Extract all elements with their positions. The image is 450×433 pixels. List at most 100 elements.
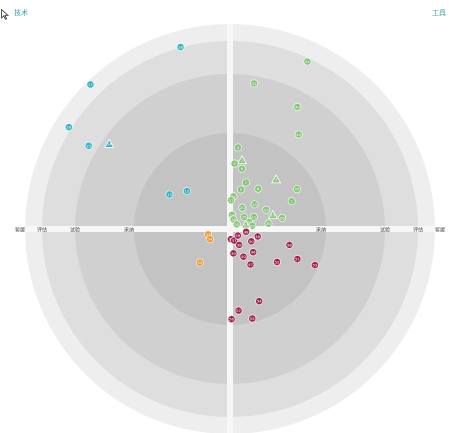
blip-label: 18 <box>178 44 183 49</box>
blip-9[interactable]: 9 <box>237 185 245 194</box>
blip-label: 5 <box>233 161 236 166</box>
blip-44[interactable]: 44 <box>294 130 303 139</box>
blip-54[interactable]: 54 <box>255 297 264 306</box>
blip-5[interactable]: 5 <box>230 159 239 168</box>
blip-43[interactable]: 43 <box>293 103 302 111</box>
blip-circle <box>84 141 93 150</box>
blip-label: 7 <box>245 180 248 185</box>
blip-label: 46 <box>251 250 256 255</box>
blip-11[interactable]: 11 <box>249 213 258 221</box>
blip-8[interactable]: 8 <box>254 184 263 193</box>
blip-label: 38 <box>237 242 242 247</box>
blip-label: 19 <box>264 207 269 212</box>
blip-label: 13 <box>167 192 172 197</box>
blip-16[interactable]: 16 <box>64 123 73 132</box>
blip-18[interactable]: 18 <box>176 43 185 51</box>
blip-56[interactable]: 56 <box>227 315 236 324</box>
blip-30[interactable]: 30 <box>264 219 273 228</box>
blip-label: 41 <box>305 59 310 64</box>
blip-48[interactable]: 48 <box>242 227 251 236</box>
blip-label: 3 <box>275 177 278 182</box>
blip-label: 58 <box>287 242 292 247</box>
blip-label: 21 <box>231 194 236 199</box>
blip-label: 23 <box>270 213 275 218</box>
blip-3[interactable]: 3 <box>271 174 282 184</box>
blip-58[interactable]: 58 <box>285 241 294 249</box>
blip-label: 39 <box>231 251 236 256</box>
blip-15[interactable]: 15 <box>84 141 93 150</box>
blip-45[interactable]: 45 <box>293 185 301 194</box>
blip-1[interactable]: 1 <box>287 197 296 206</box>
blip-25[interactable]: 25 <box>240 213 249 222</box>
blip-label: 11 <box>251 214 256 219</box>
blip-circle <box>293 185 301 194</box>
blip-4[interactable]: 4 <box>234 143 242 152</box>
blip-49[interactable]: 49 <box>253 232 262 241</box>
blip-circle <box>250 200 259 209</box>
blip-circle <box>262 205 271 214</box>
blip-7[interactable]: 7 <box>242 178 250 187</box>
blip-52[interactable]: 52 <box>273 258 281 266</box>
blip-label: 43 <box>295 104 300 109</box>
blip-53[interactable]: 53 <box>311 261 319 269</box>
blip-circle <box>293 103 302 111</box>
blip-label: 15 <box>86 143 91 148</box>
blip-47[interactable]: 47 <box>246 260 255 269</box>
blip-circle <box>246 260 255 269</box>
blip-19[interactable]: 19 <box>262 205 271 214</box>
blip-circle <box>183 187 191 195</box>
blip-10[interactable]: 10 <box>250 200 259 209</box>
blip-label: 12 <box>185 189 190 194</box>
quadrant-label-techniques[interactable]: 技术 <box>14 9 28 17</box>
blip-circle <box>232 220 241 229</box>
blip-17[interactable]: 17 <box>86 80 95 89</box>
blip-triangle <box>104 138 115 148</box>
blip-label: 37 <box>232 238 237 243</box>
blip-circle <box>239 252 248 261</box>
blip-14[interactable]: 14 <box>104 138 115 148</box>
blip-circle <box>250 79 259 88</box>
blip-59[interactable]: 59 <box>233 231 242 240</box>
blip-circle <box>229 249 238 258</box>
blip-circle <box>237 185 245 194</box>
blip-circle <box>249 248 258 257</box>
blip-label: 22 <box>247 219 252 224</box>
blip-6[interactable]: 6 <box>238 164 246 173</box>
blip-circle <box>242 178 250 187</box>
blip-circle <box>206 235 214 244</box>
blip-55[interactable]: 55 <box>248 314 257 323</box>
blip-2[interactable]: 2 <box>236 155 248 165</box>
blip-label: 4 <box>237 145 240 150</box>
blip-23[interactable]: 23 <box>267 209 278 219</box>
blip-circle <box>64 123 73 132</box>
blip-circle <box>235 241 244 249</box>
quadrant-label-tools[interactable]: 工具 <box>432 9 446 17</box>
blip-20[interactable]: 20 <box>238 203 247 212</box>
blip-42[interactable]: 42 <box>250 79 259 88</box>
blip-label: 10 <box>252 202 257 207</box>
blip-circle <box>233 231 242 240</box>
blip-38[interactable]: 38 <box>235 241 244 249</box>
blip-26[interactable]: 26 <box>278 214 287 222</box>
blip-circle <box>255 297 264 306</box>
blip-32[interactable]: 32 <box>232 220 241 229</box>
blip-51[interactable]: 51 <box>293 255 302 263</box>
blip-circle <box>227 315 236 324</box>
blip-46[interactable]: 46 <box>249 248 258 257</box>
blip-13[interactable]: 13 <box>165 190 174 199</box>
blip-label: 31 <box>243 222 248 227</box>
blip-57[interactable]: 57 <box>234 306 243 315</box>
blip-circle <box>311 261 319 269</box>
blip-34[interactable]: 34 <box>206 235 214 244</box>
blip-39[interactable]: 39 <box>229 249 238 258</box>
blip-41[interactable]: 41 <box>303 57 312 66</box>
blip-40[interactable]: 40 <box>239 252 248 261</box>
blip-label: 35 <box>197 260 202 265</box>
blip-label: 2 <box>241 158 244 163</box>
blip-label: 49 <box>255 234 260 239</box>
blip-27[interactable]: 27 <box>227 196 235 205</box>
blip-50[interactable]: 50 <box>247 237 256 246</box>
blip-label: 33 <box>206 232 211 237</box>
blip-12[interactable]: 12 <box>183 187 191 195</box>
blip-35[interactable]: 35 <box>195 258 204 267</box>
